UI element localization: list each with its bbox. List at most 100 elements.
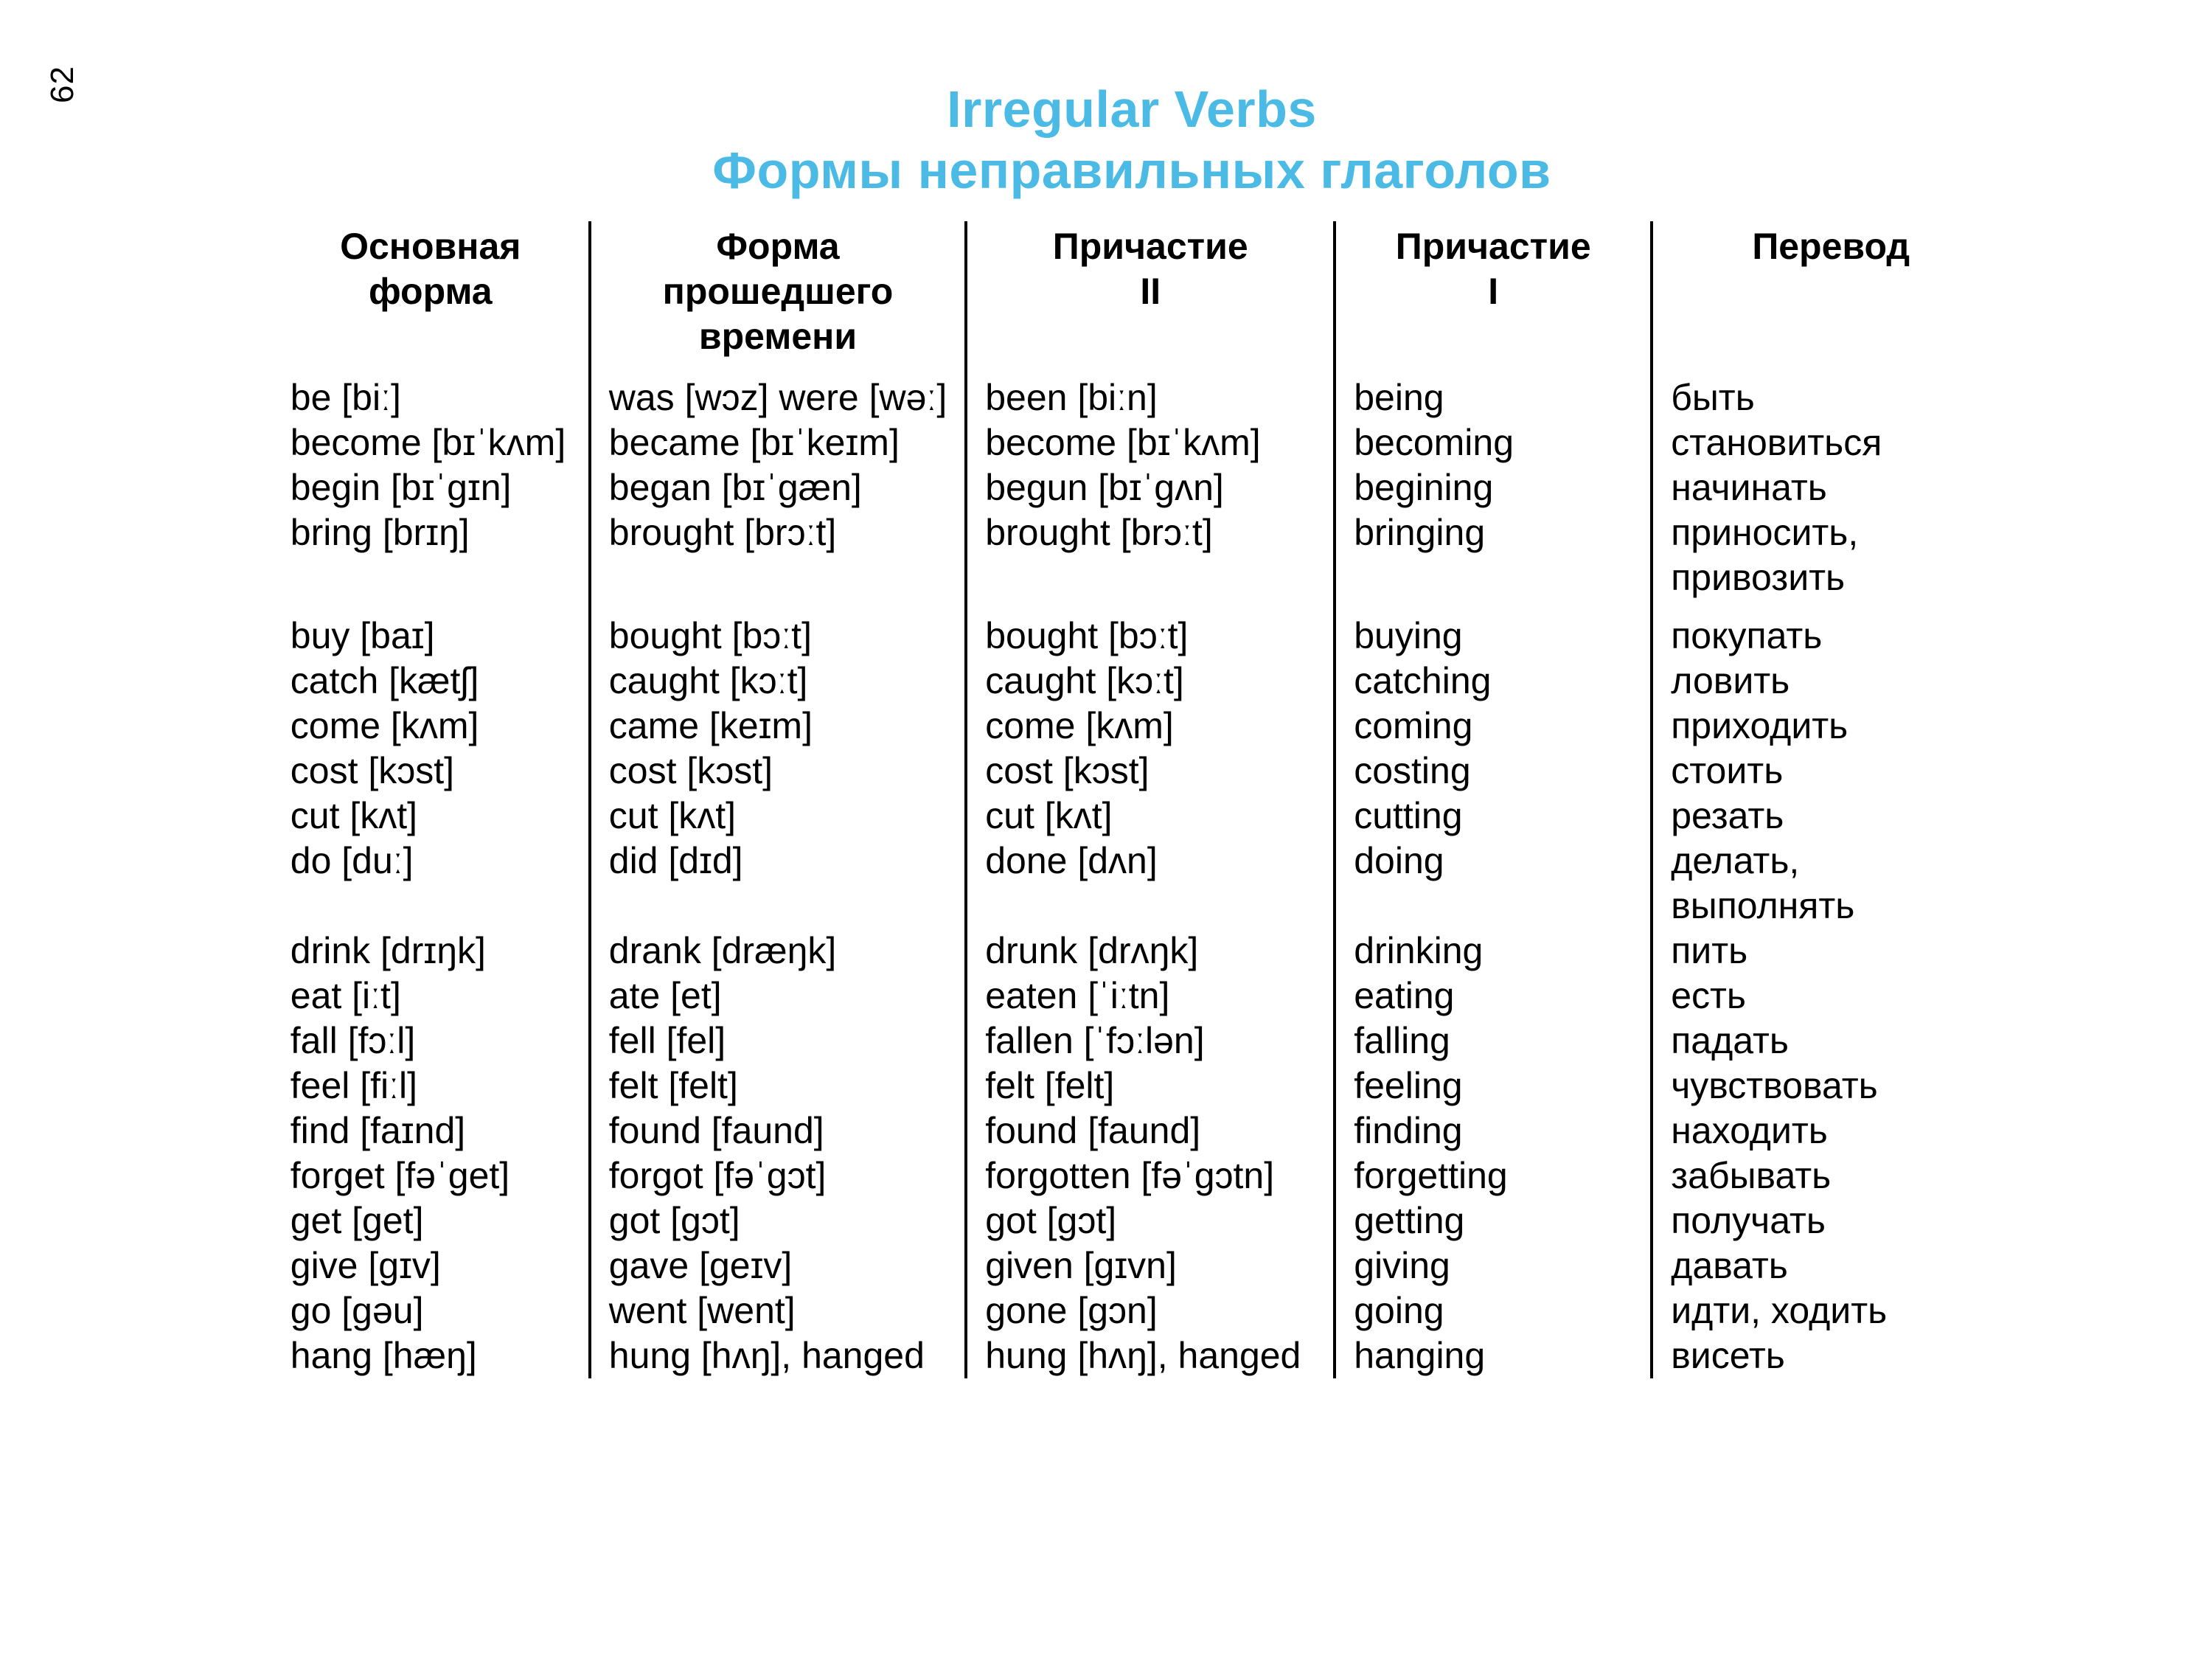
- cell-ru: начинать: [1652, 465, 1991, 510]
- cell-ing: hanging: [1335, 1333, 1652, 1378]
- cell-ru: приносить,привозить: [1652, 510, 1991, 600]
- table-row: forget [fəˈget]forgot [fəˈgɔt]forgotten …: [273, 1153, 1991, 1198]
- cell-ing: falling: [1335, 1018, 1652, 1063]
- cell-ing: forgetting: [1335, 1153, 1652, 1198]
- table-row: bring [brɪŋ]brought [brɔːt]brought [brɔː…: [273, 510, 1991, 600]
- cell-ru: забывать: [1652, 1153, 1991, 1198]
- cell-pp: cost [kɔst]: [966, 749, 1335, 794]
- cell-base: be [biː]: [273, 375, 590, 420]
- col-header-translation: Перевод: [1652, 221, 1991, 375]
- cell-ru: делать,выполнять: [1652, 839, 1991, 929]
- cell-past: came [keɪm]: [590, 704, 966, 749]
- table-row: drink [drɪŋk]drank [dræŋk]drunk [drʌŋk]d…: [273, 929, 1991, 973]
- cell-ru: пить: [1652, 929, 1991, 973]
- cell-pp: drunk [drʌŋk]: [966, 929, 1335, 973]
- page-number: 62: [44, 66, 81, 103]
- cell-pp: begun [bɪˈgʌn]: [966, 465, 1335, 510]
- col-header-participle1: ПричастиеI: [1335, 221, 1652, 375]
- cell-past: fell [fel]: [590, 1018, 966, 1063]
- table-row: begin [bɪˈgɪn]began [bɪˈgæn]begun [bɪˈgʌ…: [273, 465, 1991, 510]
- cell-ing: bringing: [1335, 510, 1652, 600]
- cell-base: fall [fɔːl]: [273, 1018, 590, 1063]
- cell-past: found [faund]: [590, 1108, 966, 1153]
- cell-ing: catching: [1335, 659, 1652, 704]
- cell-ru: становиться: [1652, 420, 1991, 465]
- cell-past: hung [hʌŋ], hanged: [590, 1333, 966, 1378]
- cell-pp: forgotten [fəˈgɔtn]: [966, 1153, 1335, 1198]
- row-gap: [273, 600, 1991, 614]
- table-header: Основнаяформа Формапрошедшеговремени При…: [273, 221, 1991, 375]
- cell-past: cut [kʌt]: [590, 794, 966, 839]
- cell-pp: brought [brɔːt]: [966, 510, 1335, 600]
- col-header-base: Основнаяформа: [273, 221, 590, 375]
- cell-past: bought [bɔːt]: [590, 614, 966, 659]
- cell-pp: gone [gɔn]: [966, 1288, 1335, 1333]
- cell-ru: есть: [1652, 973, 1991, 1018]
- cell-base: go [gəu]: [273, 1288, 590, 1333]
- cell-ing: feeling: [1335, 1063, 1652, 1108]
- cell-past: did [dɪd]: [590, 839, 966, 929]
- cell-base: buy [baɪ]: [273, 614, 590, 659]
- cell-base: give [gɪv]: [273, 1243, 590, 1288]
- cell-base: drink [drɪŋk]: [273, 929, 590, 973]
- cell-base: forget [fəˈget]: [273, 1153, 590, 1198]
- cell-pp: found [faund]: [966, 1108, 1335, 1153]
- cell-base: catch [kætʃ]: [273, 659, 590, 704]
- cell-past: cost [kɔst]: [590, 749, 966, 794]
- cell-base: hang [hæŋ]: [273, 1333, 590, 1378]
- cell-ru: покупать: [1652, 614, 1991, 659]
- cell-past: got [gɔt]: [590, 1198, 966, 1243]
- cell-ing: drinking: [1335, 929, 1652, 973]
- cell-pp: fallen [ˈfɔːlən]: [966, 1018, 1335, 1063]
- table-row: become [bɪˈkʌm]became [bɪˈkeɪm]become [b…: [273, 420, 1991, 465]
- cell-ru: падать: [1652, 1018, 1991, 1063]
- cell-ing: costing: [1335, 749, 1652, 794]
- col-header-past: Формапрошедшеговремени: [590, 221, 966, 375]
- cell-base: cost [kɔst]: [273, 749, 590, 794]
- cell-ing: being: [1335, 375, 1652, 420]
- cell-ing: becoming: [1335, 420, 1652, 465]
- cell-ru: давать: [1652, 1243, 1991, 1288]
- table-row: go [gəu]went [went]gone [gɔn]goingидти, …: [273, 1288, 1991, 1333]
- table-row: buy [baɪ]bought [bɔːt]bought [bɔːt]buyin…: [273, 614, 1991, 659]
- cell-past: began [bɪˈgæn]: [590, 465, 966, 510]
- cell-ru: идти, ходить: [1652, 1288, 1991, 1333]
- cell-ing: giving: [1335, 1243, 1652, 1288]
- cell-past: gave [geɪv]: [590, 1243, 966, 1288]
- cell-ru: висеть: [1652, 1333, 1991, 1378]
- title-russian: Формы неправильных глаголов: [125, 142, 2138, 199]
- cell-past: went [went]: [590, 1288, 966, 1333]
- cell-past: was [wɔz] were [wəː]: [590, 375, 966, 420]
- cell-ru: получать: [1652, 1198, 1991, 1243]
- cell-ing: going: [1335, 1288, 1652, 1333]
- cell-ru: стоить: [1652, 749, 1991, 794]
- cell-past: forgot [fəˈgɔt]: [590, 1153, 966, 1198]
- cell-base: become [bɪˈkʌm]: [273, 420, 590, 465]
- table-row: do [duː]did [dɪd]done [dʌn]doingделать,в…: [273, 839, 1991, 929]
- table-row: fall [fɔːl]fell [fel]fallen [ˈfɔːlən]fal…: [273, 1018, 1991, 1063]
- table-row: be [biː]was [wɔz] were [wəː]been [biːn]b…: [273, 375, 1991, 420]
- cell-ru: быть: [1652, 375, 1991, 420]
- table-row: hang [hæŋ]hung [hʌŋ], hangedhung [hʌŋ], …: [273, 1333, 1991, 1378]
- cell-base: begin [bɪˈgɪn]: [273, 465, 590, 510]
- cell-past: drank [dræŋk]: [590, 929, 966, 973]
- cell-ing: eating: [1335, 973, 1652, 1018]
- cell-pp: become [bɪˈkʌm]: [966, 420, 1335, 465]
- cell-pp: felt [felt]: [966, 1063, 1335, 1108]
- table-row: give [gɪv]gave [geɪv]given [gɪvn]givingд…: [273, 1243, 1991, 1288]
- cell-ing: cutting: [1335, 794, 1652, 839]
- title-english: Irregular Verbs: [125, 81, 2138, 138]
- table-row: get [get]got [gɔt]got [gɔt]gettingполуча…: [273, 1198, 1991, 1243]
- table-row: catch [kætʃ]caught [kɔːt]caught [kɔːt]ca…: [273, 659, 1991, 704]
- table-row: eat [iːt]ate [et]eaten [ˈiːtn]eatingесть: [273, 973, 1991, 1018]
- page: 62 Irregular Verbs Формы неправильных гл…: [0, 0, 2212, 1666]
- cell-ru: чувствовать: [1652, 1063, 1991, 1108]
- table-row: come [kʌm]came [keɪm]come [kʌm]comingпри…: [273, 704, 1991, 749]
- cell-pp: cut [kʌt]: [966, 794, 1335, 839]
- cell-ing: finding: [1335, 1108, 1652, 1153]
- cell-ing: coming: [1335, 704, 1652, 749]
- table-row: cost [kɔst]cost [kɔst]cost [kɔst]costing…: [273, 749, 1991, 794]
- cell-base: cut [kʌt]: [273, 794, 590, 839]
- cell-base: eat [iːt]: [273, 973, 590, 1018]
- cell-pp: been [biːn]: [966, 375, 1335, 420]
